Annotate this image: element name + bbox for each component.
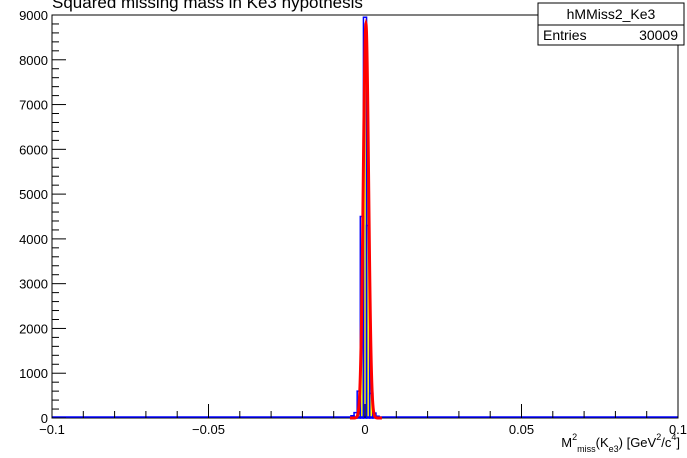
stats-box-frame [537, 2, 685, 46]
y-tick-label: 9000 [19, 8, 48, 23]
y-tick-label: 1000 [19, 366, 48, 381]
stats-entries-label: Entries [543, 27, 587, 43]
x-axis-title: M2miss(Ke3) [GeV2/c4] [561, 432, 680, 454]
y-tick-label: 8000 [19, 53, 48, 68]
x-tick-label: −0.05 [192, 422, 225, 437]
x-tick-label: 0 [361, 422, 368, 437]
x-axis: −0.1 −0.05 0 0.05 0.1 [39, 404, 687, 437]
y-tick-label: 5000 [19, 187, 48, 202]
stats-hist-name: hMMiss2_Ke3 [567, 6, 656, 22]
y-tick-label: 4000 [19, 232, 48, 247]
y-tick-label: 0 [41, 411, 48, 426]
x-tick-label: 0.1 [669, 422, 687, 437]
fit-curve-line [349, 18, 382, 420]
chart-title: Squared missing mass in Ke3 hypothesis [52, 0, 363, 12]
stats-box: hMMiss2_Ke3 Entries 30009 [537, 2, 685, 46]
x-tick-label: −0.1 [39, 422, 65, 437]
y-tick-label: 6000 [19, 142, 48, 157]
fit-curve [349, 18, 382, 420]
y-tick-label: 3000 [19, 277, 48, 292]
stats-entries-value: 30009 [639, 27, 678, 43]
y-axis: 0 1000 2000 3000 4000 5000 6000 7000 8000 9000 [19, 8, 66, 426]
y-tick-label: 2000 [19, 321, 48, 336]
y-tick-label: 7000 [19, 98, 48, 113]
x-tick-label: 0.05 [509, 422, 534, 437]
